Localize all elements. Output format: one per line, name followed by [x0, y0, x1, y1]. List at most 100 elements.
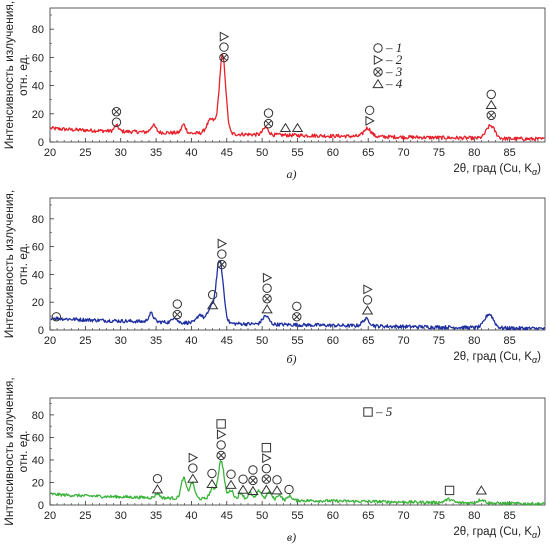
x-tick-label: 50	[256, 510, 268, 522]
phase-marker-circle	[216, 440, 226, 450]
phase-marker-circle	[152, 474, 163, 484]
xrd-pattern-line	[50, 260, 545, 331]
x-tick-label: 30	[115, 510, 127, 522]
phase-marker-triangle	[361, 305, 374, 315]
legend-symbol-triangle-right	[373, 54, 384, 66]
phase-marker-triangle	[261, 304, 273, 314]
phase-marker-triangle-right	[217, 238, 228, 249]
x-axis-label-main: 2θ, град (Cu, K	[453, 351, 532, 363]
x-tick-label: 55	[291, 335, 303, 347]
y-tick-label: 40	[32, 269, 44, 281]
x-axis-label-subscript: α	[532, 167, 538, 177]
phase-marker-circle	[272, 475, 282, 485]
legend-label: – 2	[385, 52, 403, 67]
y-axis-label-line2: отн. ед.	[16, 54, 30, 96]
x-tick-label: 85	[504, 147, 516, 159]
y-tick-label: 20	[32, 297, 44, 309]
phase-marker-triangle-right	[262, 272, 273, 283]
legend-label: – 5	[375, 404, 393, 419]
x-tick-label: 40	[185, 147, 197, 159]
x-tick-label: 55	[291, 147, 303, 159]
phase-marker-triangle-right	[188, 452, 199, 463]
x-tick-label: 75	[433, 335, 445, 347]
phase-marker-otimes	[111, 107, 122, 117]
x-tick-label: 35	[150, 510, 162, 522]
x-axis-label-subscript: α	[532, 530, 538, 540]
x-tick-label: 60	[327, 147, 339, 159]
phase-marker-circle	[238, 474, 248, 484]
x-tick-label: 85	[504, 510, 516, 522]
phase-marker-circle	[188, 463, 198, 473]
phase-marker-triangle	[291, 122, 304, 132]
y-tick-label: 80	[32, 214, 44, 226]
legend-label: – 4	[385, 76, 403, 91]
phase-marker-circle	[111, 117, 122, 127]
x-tick-label: 50	[256, 335, 268, 347]
x-tick-label: 70	[397, 510, 409, 522]
phase-marker-circle	[261, 463, 272, 474]
phase-marker-otimes	[219, 52, 229, 63]
x-axis-label: 2θ, град (Cu, Kα)	[453, 526, 541, 540]
phase-marker-square	[444, 485, 455, 496]
phase-marker-circle	[486, 89, 496, 100]
phase-marker-circle	[284, 484, 294, 495]
x-axis-label: 2θ, град (Cu, Kα)	[453, 351, 541, 365]
x-tick-label: 80	[468, 147, 480, 159]
y-tick-label: 20	[32, 109, 44, 121]
y-axis-label-line1: Интенсивность излучения,	[2, 1, 16, 150]
y-tick-label: 60	[32, 242, 44, 254]
y-tick-label: 40	[32, 455, 44, 467]
x-tick-label: 65	[362, 335, 374, 347]
x-tick-label: 75	[433, 147, 445, 159]
phase-marker-triangle	[206, 300, 219, 310]
x-axis-label-close: )	[537, 163, 541, 175]
xrd-pattern-line	[50, 460, 545, 506]
x-tick-label: 45	[221, 147, 233, 159]
panel-caption: б)	[286, 352, 296, 366]
phase-marker-triangle	[485, 99, 497, 109]
phase-marker-otimes	[216, 450, 226, 461]
x-tick-label: 60	[327, 510, 339, 522]
phase-marker-circle	[172, 299, 182, 309]
legend-symbol-square	[363, 407, 373, 417]
y-tick-label: 40	[32, 81, 44, 93]
y-axis-label-line1: Интенсивность излучения,	[2, 377, 16, 526]
x-tick-label: 50	[256, 147, 268, 159]
x-tick-label: 45	[221, 335, 233, 347]
phase-marker-circle	[364, 105, 375, 116]
x-axis-label-subscript: α	[532, 355, 538, 365]
x-tick-label: 25	[79, 335, 91, 347]
x-tick-label: 80	[468, 335, 480, 347]
legend-symbol-triangle	[372, 78, 384, 89]
legend-symbol-circle	[373, 43, 383, 53]
x-tick-label: 80	[468, 510, 480, 522]
phase-marker-otimes	[217, 259, 227, 270]
phase-marker-triangle	[225, 479, 237, 489]
phase-marker-triangle	[237, 484, 249, 494]
phase-marker-triangle	[271, 485, 283, 495]
phase-marker-triangle	[187, 473, 199, 483]
x-tick-label: 20	[44, 510, 56, 522]
x-tick-label: 45	[221, 510, 233, 522]
phase-marker-triangle-right	[363, 284, 373, 295]
y-tick-label: 0	[38, 500, 44, 512]
x-tick-label: 85	[504, 335, 516, 347]
x-tick-label: 30	[115, 335, 127, 347]
x-tick-label: 70	[397, 335, 409, 347]
x-tick-label: 65	[362, 147, 374, 159]
x-axis-label-close: )	[537, 526, 541, 538]
phase-marker-circle	[207, 289, 218, 300]
y-tick-label: 20	[32, 477, 44, 489]
panel-caption: в)	[287, 530, 296, 544]
phase-marker-otimes	[292, 312, 302, 322]
x-tick-label: 35	[150, 335, 162, 347]
phase-marker-circle	[226, 469, 236, 479]
phase-marker-circle	[262, 283, 272, 293]
x-axis-label-main: 2θ, град (Cu, K	[453, 526, 532, 538]
chart-panel-1: 20 25 30 35 40 45 50 55 60 65 70 75 80 85020406080Инт…	[2, 1, 546, 181]
x-tick-label: 65	[362, 510, 374, 522]
y-tick-label: 80	[32, 410, 44, 422]
phase-marker-otimes	[486, 110, 496, 121]
x-tick-label: 55	[291, 510, 303, 522]
